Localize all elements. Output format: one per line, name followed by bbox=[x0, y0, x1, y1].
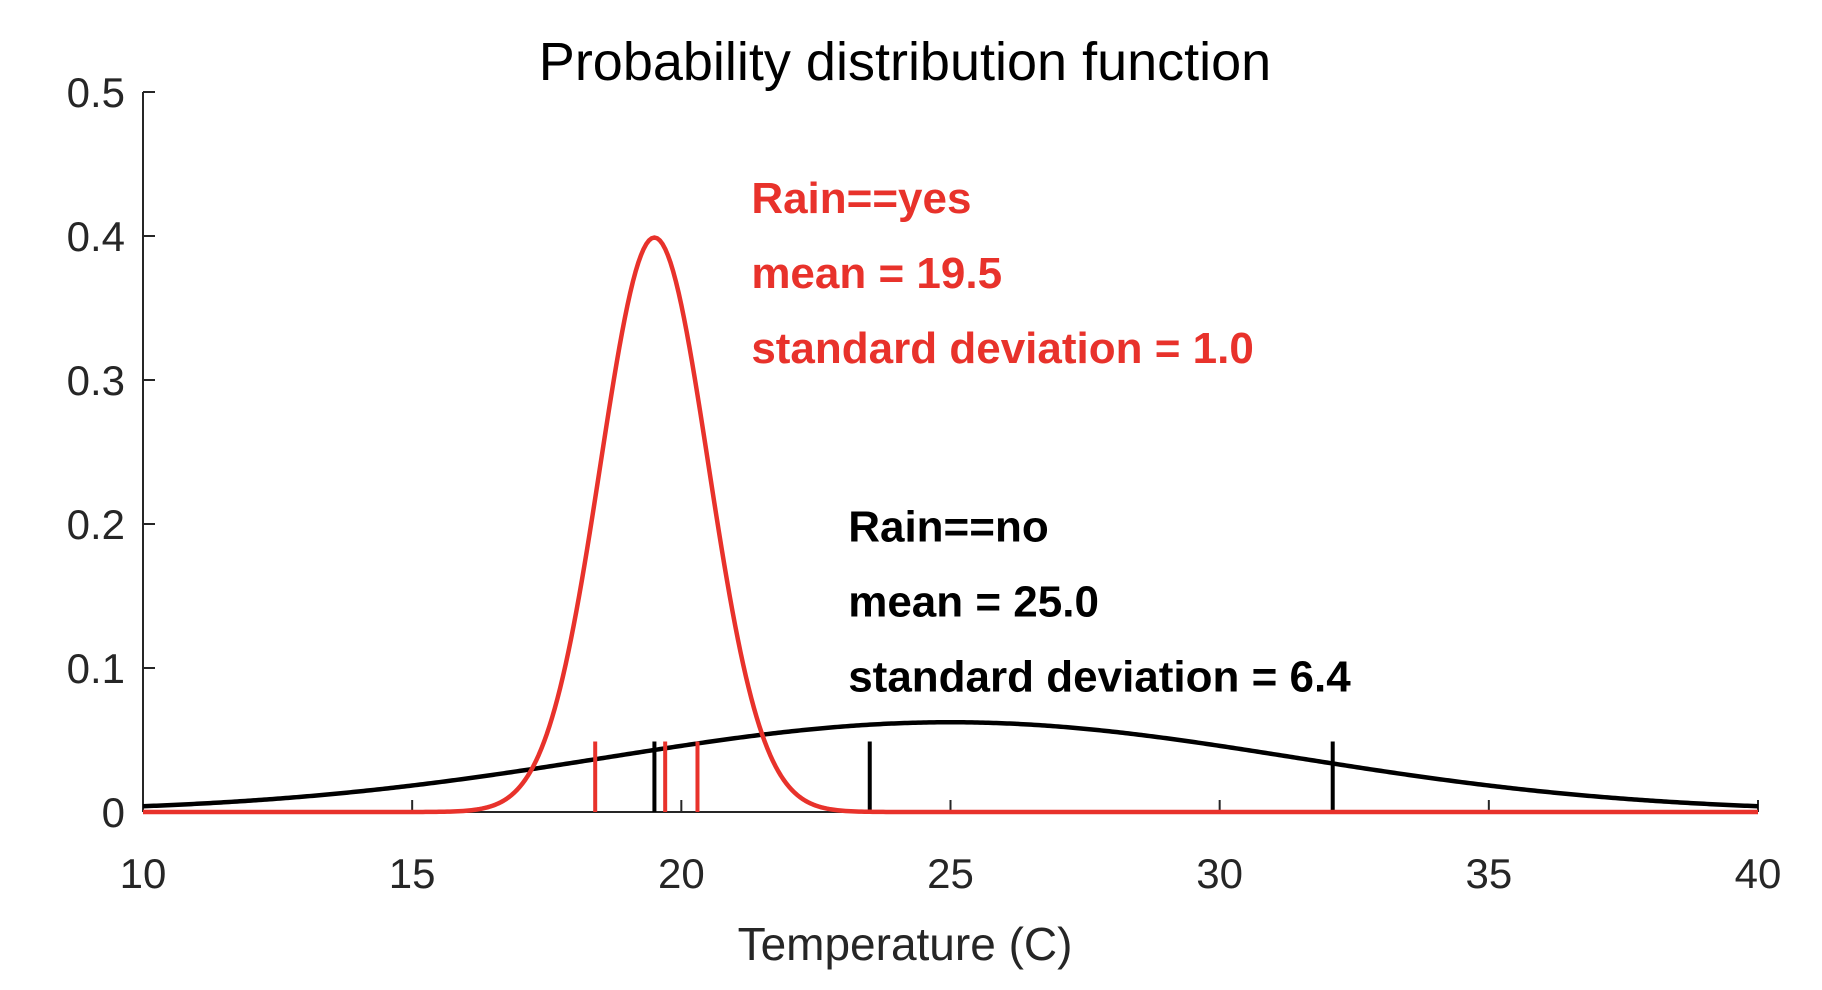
x-tick-label: 20 bbox=[658, 850, 705, 897]
y-tick-label: 0.3 bbox=[67, 357, 125, 404]
y-tick-label: 0.5 bbox=[67, 69, 125, 116]
series-1-annotation-line: mean = 25.0 bbox=[848, 577, 1099, 626]
y-tick-label: 0 bbox=[102, 789, 125, 836]
series-1-annotation-line: Rain==no bbox=[848, 502, 1049, 551]
axes: 10 15 20 25 30 35 40 0 0.1 0.2 0.3 0.4 0.5 bbox=[67, 69, 1782, 897]
chart-title: Probability distribution function bbox=[539, 32, 1271, 92]
y-tick-label: 0.4 bbox=[67, 213, 125, 260]
x-tick-label: 10 bbox=[120, 850, 167, 897]
series-layer bbox=[142, 235, 1759, 815]
x-tick-label: 40 bbox=[1735, 850, 1782, 897]
x-axis-label: Temperature (C) bbox=[738, 918, 1073, 970]
y-tick-label: 0.2 bbox=[67, 501, 125, 548]
x-tick-label: 15 bbox=[389, 850, 436, 897]
x-tick-label: 30 bbox=[1196, 850, 1243, 897]
series-0-annotation-line: Rain==yes bbox=[751, 174, 971, 223]
annotations: Rain==yes mean = 19.5 standard deviation =… bbox=[751, 174, 1351, 701]
x-tick-label: 35 bbox=[1465, 850, 1512, 897]
x-tick-label: 25 bbox=[927, 850, 974, 897]
series-0-curve bbox=[143, 235, 1758, 815]
series-0-annotation-line: mean = 19.5 bbox=[751, 249, 1002, 298]
y-tick-label: 0.1 bbox=[67, 645, 125, 692]
series-1-annotation-line: standard deviation = 6.4 bbox=[848, 652, 1351, 701]
series-1-curve bbox=[142, 719, 1759, 809]
series-0-annotation-line: standard deviation = 1.0 bbox=[751, 324, 1254, 373]
